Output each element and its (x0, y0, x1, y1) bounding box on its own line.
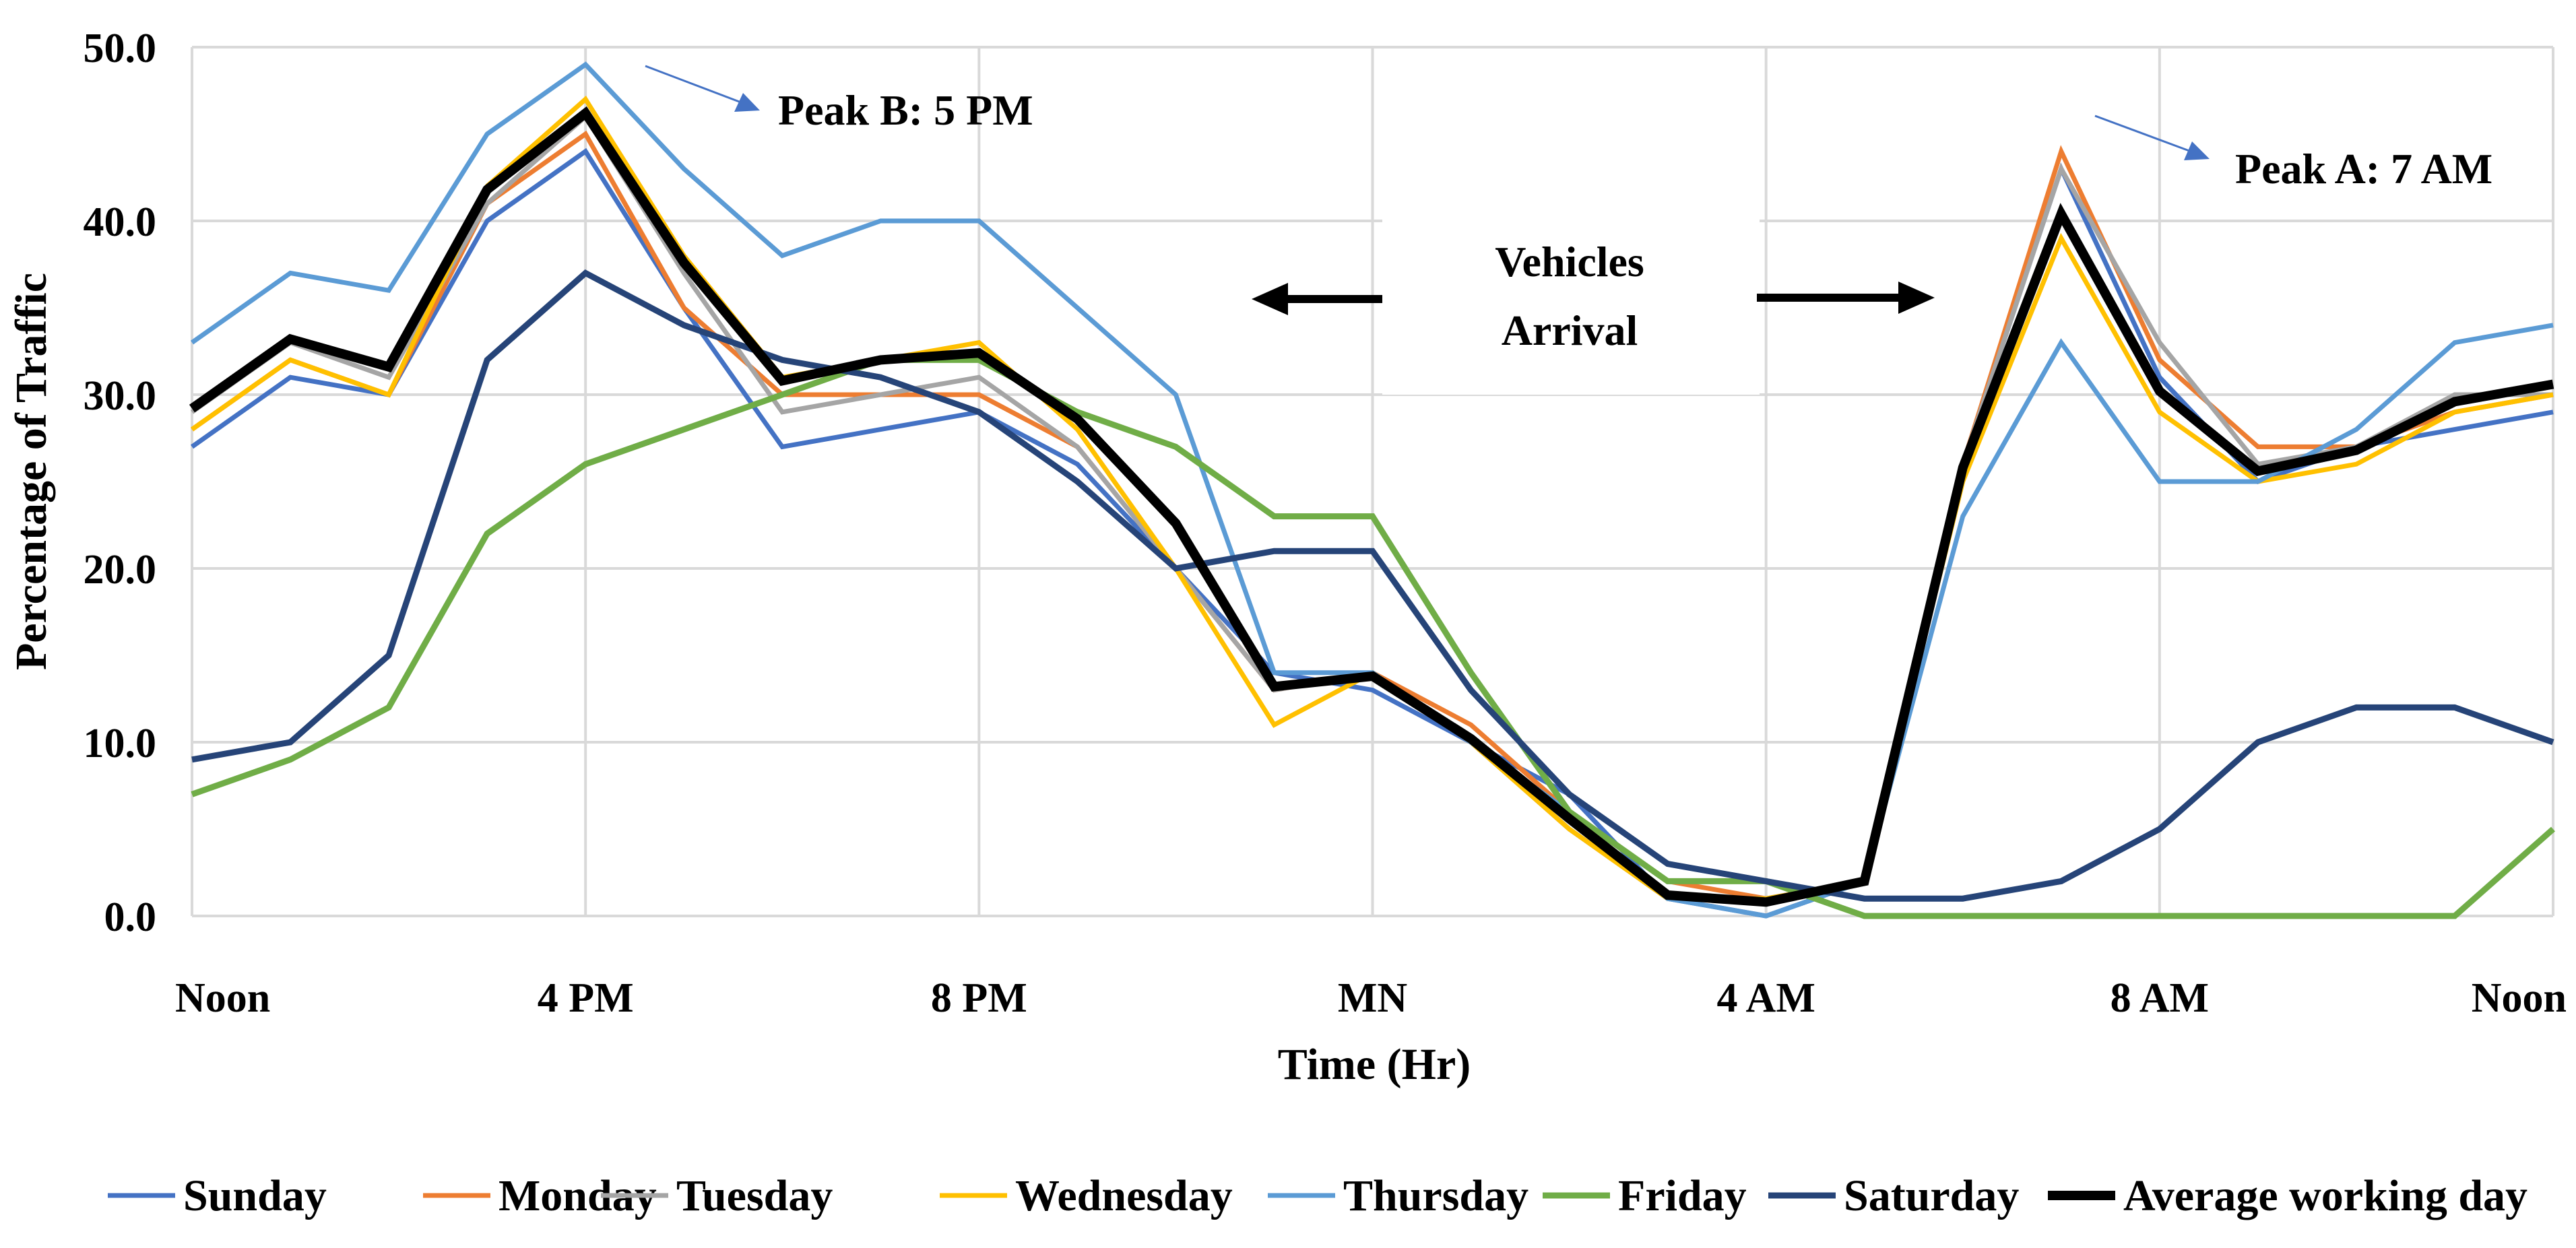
series-line-average-working-day (189, 106, 2554, 907)
peak-a-label: Peak A: 7 AM (2235, 145, 2492, 193)
peak-b-arrow-head (734, 93, 760, 112)
x-tick-label: 4 AM (1716, 975, 1815, 1021)
peak-b-arrow-line (645, 65, 742, 104)
y-tick-label: 20.0 (84, 547, 157, 593)
legend-label: Sunday (183, 1171, 327, 1220)
vehicles-arrival-line1: Vehicles (1495, 238, 1644, 286)
x-axis-title: Time (Hr) (1278, 1040, 1471, 1089)
series-line-saturday (191, 269, 2554, 902)
x-tick-label: Noon (2472, 975, 2567, 1021)
legend-label: Saturday (1844, 1171, 2019, 1220)
x-tick-label: 4 PM (538, 975, 634, 1021)
gridlines (191, 46, 2554, 917)
right-arrow-head (1898, 282, 1935, 314)
legend-label: Wednesday (1015, 1171, 1233, 1220)
legend-label: Average working day (2123, 1171, 2527, 1220)
legend-label: Friday (1618, 1171, 1747, 1220)
vehicles-arrival-box (1382, 214, 1760, 395)
x-axis-ticks: Noon 4 PM 8 PM MN 4 AM 8 AM Noon (175, 975, 2567, 1021)
vehicles-arrival-line2: Arrival (1502, 306, 1638, 354)
y-tick-label: 40.0 (84, 199, 157, 245)
x-tick-label: 8 PM (931, 975, 1027, 1021)
y-tick-label: 0.0 (104, 894, 157, 940)
x-tick-label: Noon (175, 975, 270, 1021)
legend: Sunday Monday Tuesday Wednesday Thursday Frid… (108, 1171, 2527, 1220)
vehicles-arrival-annotation: Vehicles Arrival (1252, 214, 1935, 395)
y-tick-label: 10.0 (84, 721, 157, 766)
y-tick-label: 30.0 (84, 373, 157, 419)
x-tick-label: MN (1338, 975, 1407, 1021)
peak-b-label: Peak B: 5 PM (778, 86, 1033, 134)
x-tick-label: 8 AM (2111, 975, 2209, 1021)
y-axis-title: Percentage of Traffic (7, 273, 56, 670)
series-line-friday (191, 356, 2555, 919)
series-lines (189, 61, 2555, 919)
peak-a-arrow-line (2094, 114, 2190, 152)
legend-label: Thursday (1343, 1171, 1528, 1220)
y-axis-ticks: 0.0 10.0 20.0 30.0 40.0 50.0 (84, 26, 157, 940)
peak-a-arrow-head (2184, 141, 2210, 160)
legend-label: Tuesday (676, 1171, 833, 1220)
left-arrow-head (1252, 283, 1288, 315)
peak-b-annotation: Peak B: 5 PM (645, 65, 1033, 134)
series-line-sunday (190, 147, 2554, 919)
y-tick-label: 50.0 (84, 26, 157, 71)
peak-a-annotation: Peak A: 7 AM (2094, 114, 2492, 193)
